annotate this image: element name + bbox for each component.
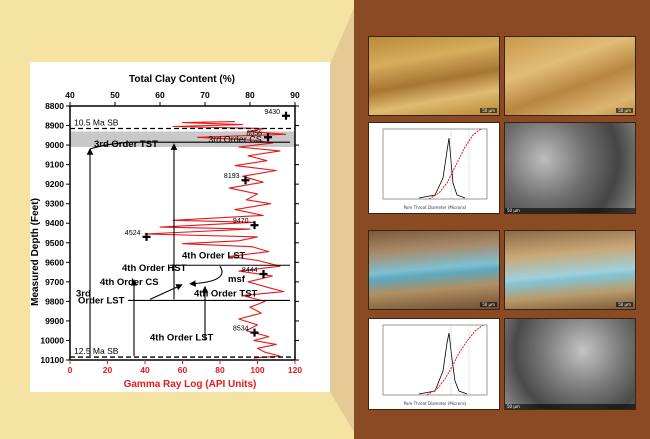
clay-sample-marker bbox=[282, 111, 290, 120]
clay-sample-marker bbox=[264, 133, 272, 142]
pore-throat-plot-2: Pore Throat Diameter (Microns) bbox=[368, 318, 500, 410]
band-label: 3rd Order CS bbox=[208, 134, 262, 144]
clay-sample-label: 8056 bbox=[246, 130, 262, 137]
bottom-tick-label: 0 bbox=[68, 365, 73, 375]
systems-tract-label: 4th Order HST bbox=[122, 263, 187, 274]
sem-scale-1: 50 μm bbox=[505, 208, 635, 213]
clay-sample-label: 9430 bbox=[264, 109, 280, 116]
arrow-4th-order-tst bbox=[149, 284, 183, 300]
photo-panel: 50 μm 50 μm Pore Throat Diameter (Micron… bbox=[354, 0, 650, 439]
top-tick-label: 90 bbox=[290, 90, 300, 100]
scale-bar-3: 50 μm bbox=[480, 302, 497, 307]
clay-sample-label: 8534 bbox=[233, 326, 249, 333]
y-tick-label: 9900 bbox=[45, 316, 64, 326]
pore-throat-plot-1: Pore Throat Diameter (Microns) bbox=[368, 122, 500, 214]
pore-throat-label-2: Pore Throat Diameter (Microns) bbox=[404, 401, 467, 406]
pore-throat-label-1: Pore Throat Diameter (Microns) bbox=[404, 205, 467, 210]
curve-4th-order-cs bbox=[189, 265, 223, 287]
bottom-tick-label: 120 bbox=[288, 365, 302, 375]
pore-throat-plot-2-svg: Pore Throat Diameter (Microns) bbox=[382, 324, 488, 406]
clay-sample-label: 8444 bbox=[242, 267, 258, 274]
sem-photo-1: 50 μm bbox=[504, 122, 636, 214]
bottom-tick-label: 100 bbox=[250, 365, 264, 375]
y-tick-label: 8900 bbox=[45, 121, 64, 131]
systems-tract-label: 4th Order LST bbox=[182, 250, 246, 261]
bottom-tick-label: 80 bbox=[215, 365, 225, 375]
x-axis-bottom-label: Gamma Ray Log (API Units) bbox=[124, 379, 257, 390]
y-tick-label: 9300 bbox=[45, 199, 64, 209]
y-tick-label: 10100 bbox=[40, 355, 64, 365]
y-tick-label: 9500 bbox=[45, 238, 64, 248]
y-tick-label: 10000 bbox=[40, 335, 64, 345]
scale-bar-1: 50 μm bbox=[480, 108, 497, 113]
clay-sample-marker bbox=[142, 232, 151, 241]
top-tick-label: 50 bbox=[110, 90, 120, 100]
sem-scale-2: 50 μm bbox=[505, 404, 635, 409]
top-tick-label: 80 bbox=[245, 90, 255, 100]
top-tick-label: 40 bbox=[65, 90, 75, 100]
scale-bar-2: 50 μm bbox=[616, 108, 633, 113]
systems-tract-label: 3rd Order TST bbox=[94, 139, 158, 150]
sequence-boundary-label: 10.5 Ma SB bbox=[74, 117, 119, 127]
top-tick-label: 70 bbox=[200, 90, 210, 100]
chart-panel: 9430 8056 8193 9470 4524 8444 8534 8800 8900 900… bbox=[30, 62, 330, 392]
bottom-tick-label: 20 bbox=[103, 365, 113, 375]
systems-tract-label: 4th Order LST bbox=[150, 332, 214, 343]
y-tick-label: 9700 bbox=[45, 277, 64, 287]
bottom-tick-label: 40 bbox=[140, 365, 150, 375]
curve-3rd-order-tst bbox=[89, 141, 290, 150]
systems-tract-label: Order LST bbox=[78, 295, 125, 306]
y-tick-label: 9400 bbox=[45, 218, 64, 228]
top-tick-label: 60 bbox=[155, 90, 165, 100]
y-tick-label: 9200 bbox=[45, 179, 64, 189]
y-tick-label: 9600 bbox=[45, 257, 64, 267]
systems-tract-label: 4th Order CS bbox=[100, 277, 159, 288]
clay-sample-marker bbox=[250, 221, 259, 230]
sem-photo-2: 50 μm bbox=[504, 318, 636, 410]
y-axis-label: Measured Depth (Feet) bbox=[30, 198, 41, 306]
y-tick-label: 8800 bbox=[45, 101, 64, 111]
systems-tract-label: msf bbox=[228, 274, 246, 285]
clay-sample-label: 8193 bbox=[224, 173, 240, 180]
chart-title: Total Clay Content (%) bbox=[129, 74, 235, 85]
thin-section-photo-1: 50 μm bbox=[368, 36, 500, 116]
condensed-section-band bbox=[70, 131, 295, 148]
sequence-boundary-label: 12.5 Ma SB bbox=[74, 346, 119, 356]
clay-sample-label: 9470 bbox=[233, 218, 249, 225]
systems-tract-label: 4th Order TST bbox=[194, 289, 258, 300]
bottom-tick-label: 60 bbox=[178, 365, 188, 375]
thin-section-photo-4: 50 μm bbox=[504, 230, 636, 310]
scale-bar-4: 50 μm bbox=[616, 302, 633, 307]
clay-sample-marker bbox=[241, 176, 250, 185]
y-tick-label: 9800 bbox=[45, 296, 64, 306]
thin-section-photo-2: 50 μm bbox=[504, 36, 636, 116]
y-tick-label: 9100 bbox=[45, 160, 64, 170]
clay-sample-marker bbox=[259, 270, 268, 279]
thin-section-photo-3: 50 μm bbox=[368, 230, 500, 310]
clay-sample-label: 4524 bbox=[125, 230, 141, 237]
y-tick-label: 9000 bbox=[45, 140, 64, 150]
pore-throat-plot-1-svg: Pore Throat Diameter (Microns) bbox=[382, 128, 488, 210]
systems-tract-label: 3rd bbox=[76, 289, 91, 300]
gamma-ray-line bbox=[144, 121, 287, 359]
clay-sample-marker bbox=[250, 328, 259, 337]
